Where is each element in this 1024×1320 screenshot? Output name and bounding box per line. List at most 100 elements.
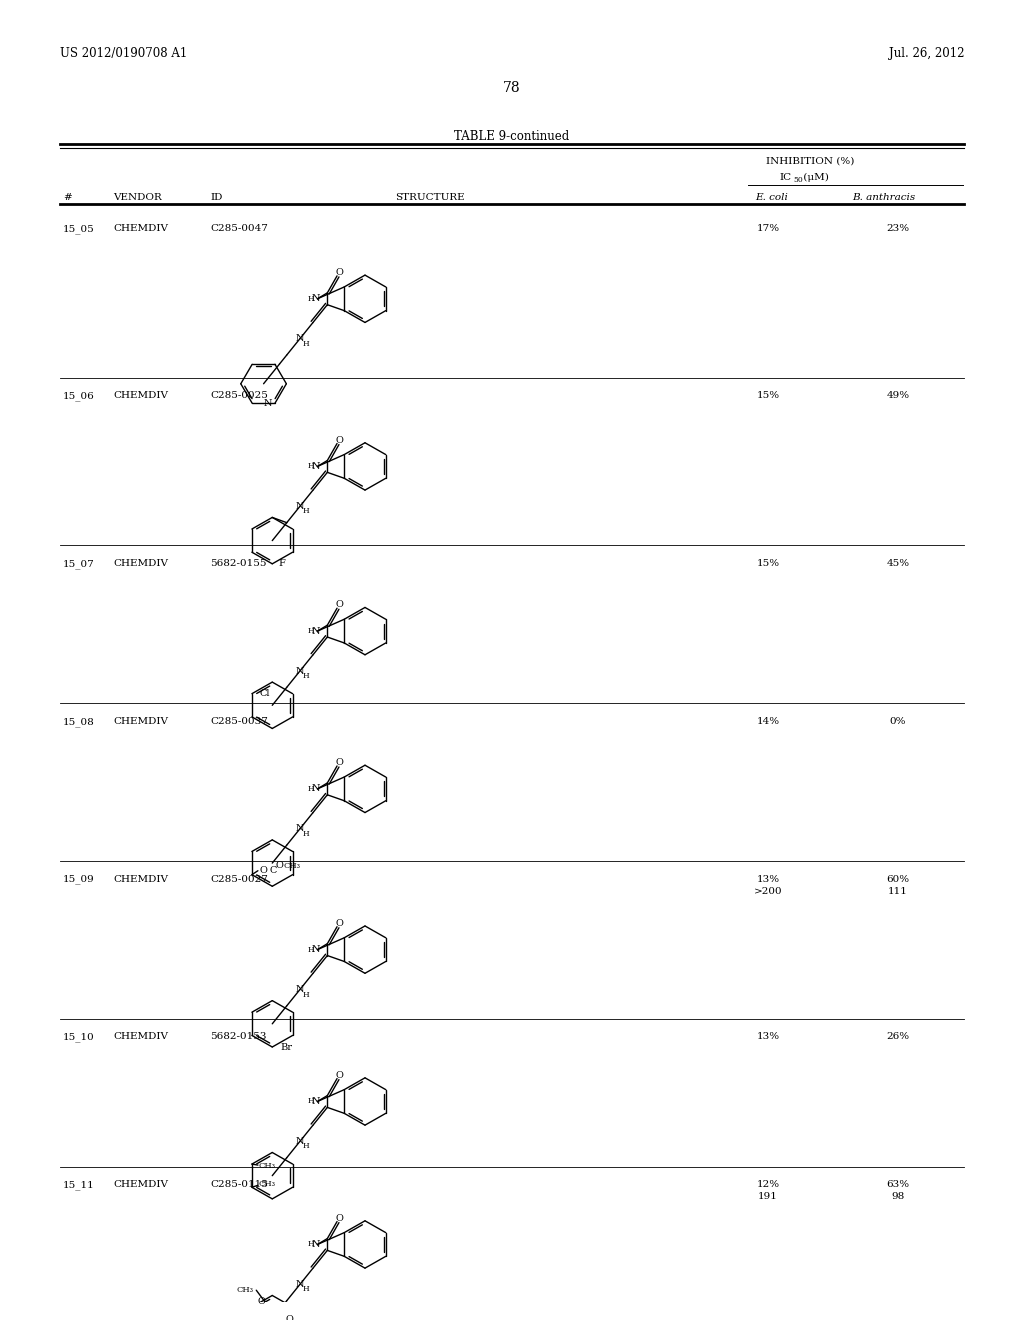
Text: 60%: 60% — [887, 875, 909, 883]
Text: CHEMDIV: CHEMDIV — [113, 224, 168, 232]
Text: Jul. 26, 2012: Jul. 26, 2012 — [889, 48, 964, 61]
Text: 63%: 63% — [887, 1180, 909, 1189]
Text: H: H — [307, 627, 313, 635]
Text: H: H — [303, 1286, 309, 1294]
Text: O: O — [257, 1296, 265, 1305]
Text: O: O — [335, 758, 343, 767]
Text: N: N — [296, 667, 304, 676]
Text: 15_07: 15_07 — [63, 560, 95, 569]
Text: CHEMDIV: CHEMDIV — [113, 560, 168, 568]
Text: TABLE 9-continued: TABLE 9-continued — [455, 131, 569, 143]
Text: CHEMDIV: CHEMDIV — [113, 1032, 168, 1041]
Text: 5682-0155: 5682-0155 — [210, 560, 266, 568]
Text: Br: Br — [281, 1043, 292, 1052]
Text: 15_09: 15_09 — [63, 875, 95, 884]
Text: N: N — [311, 294, 319, 304]
Text: C: C — [270, 866, 278, 875]
Text: 15_08: 15_08 — [63, 717, 95, 726]
Text: 14%: 14% — [757, 717, 779, 726]
Text: C285-0047: C285-0047 — [210, 224, 268, 232]
Text: US 2012/0190708 A1: US 2012/0190708 A1 — [60, 48, 187, 61]
Text: O: O — [335, 436, 343, 445]
Text: CH₃: CH₃ — [284, 862, 301, 870]
Text: O: O — [335, 268, 343, 277]
Text: 15%: 15% — [757, 560, 779, 568]
Text: 23%: 23% — [887, 224, 909, 232]
Text: CHEMDIV: CHEMDIV — [113, 1180, 168, 1189]
Text: N: N — [296, 985, 304, 994]
Text: 45%: 45% — [887, 560, 909, 568]
Text: 78: 78 — [503, 81, 521, 95]
Text: N: N — [263, 399, 272, 408]
Text: 15_05: 15_05 — [63, 224, 95, 234]
Text: Cl: Cl — [260, 689, 270, 698]
Text: O: O — [335, 1071, 343, 1080]
Text: 5682-0153: 5682-0153 — [210, 1032, 266, 1041]
Text: O: O — [260, 866, 267, 875]
Text: 15_06: 15_06 — [63, 392, 95, 401]
Text: O: O — [335, 601, 343, 610]
Text: 12%: 12% — [757, 1180, 779, 1189]
Text: H: H — [307, 1097, 313, 1105]
Text: N: N — [311, 784, 319, 793]
Text: E. coli: E. coli — [755, 193, 787, 202]
Text: 13%: 13% — [757, 875, 779, 883]
Text: H: H — [303, 990, 309, 999]
Text: C285-0027: C285-0027 — [210, 875, 268, 883]
Text: N: N — [311, 945, 319, 954]
Text: CHEMDIV: CHEMDIV — [113, 875, 168, 883]
Text: 98: 98 — [891, 1192, 904, 1201]
Text: 17%: 17% — [757, 224, 779, 232]
Text: STRUCTURE: STRUCTURE — [395, 193, 465, 202]
Text: H: H — [303, 1142, 309, 1151]
Text: O: O — [286, 1315, 293, 1320]
Text: ID: ID — [210, 193, 222, 202]
Text: H: H — [307, 294, 313, 302]
Text: C285-0037: C285-0037 — [210, 717, 268, 726]
Text: N: N — [296, 825, 304, 833]
Text: 15_11: 15_11 — [63, 1180, 95, 1191]
Text: H: H — [303, 339, 309, 347]
Text: H: H — [307, 462, 313, 470]
Text: 26%: 26% — [887, 1032, 909, 1041]
Text: 191: 191 — [758, 1192, 778, 1201]
Text: 0%: 0% — [890, 717, 906, 726]
Text: CH₃: CH₃ — [237, 1286, 253, 1294]
Text: N: N — [296, 1280, 304, 1290]
Text: B. anthracis: B. anthracis — [852, 193, 915, 202]
Text: H: H — [303, 672, 309, 680]
Text: O: O — [335, 919, 343, 928]
Text: 15%: 15% — [757, 392, 779, 400]
Text: CH₃: CH₃ — [259, 1162, 275, 1170]
Text: C285-0025: C285-0025 — [210, 392, 268, 400]
Text: VENDOR: VENDOR — [113, 193, 162, 202]
Text: 13%: 13% — [757, 1032, 779, 1041]
Text: N: N — [311, 627, 319, 636]
Text: H: H — [303, 507, 309, 515]
Text: N: N — [296, 502, 304, 511]
Text: 50: 50 — [793, 176, 803, 183]
Text: >200: >200 — [754, 887, 782, 895]
Text: H: H — [307, 785, 313, 793]
Text: #: # — [63, 193, 72, 202]
Text: N: N — [311, 462, 319, 471]
Text: H: H — [307, 945, 313, 953]
Text: N: N — [311, 1239, 319, 1249]
Text: F: F — [279, 560, 285, 569]
Text: H: H — [307, 1241, 313, 1249]
Text: O: O — [275, 861, 284, 870]
Text: H: H — [303, 830, 309, 838]
Text: 111: 111 — [888, 887, 908, 895]
Text: (μM): (μM) — [800, 173, 828, 182]
Text: C285-0115: C285-0115 — [210, 1180, 268, 1189]
Text: CHEMDIV: CHEMDIV — [113, 392, 168, 400]
Text: N: N — [311, 1097, 319, 1106]
Text: N: N — [296, 334, 304, 343]
Text: 15_10: 15_10 — [63, 1032, 95, 1043]
Text: N: N — [296, 1137, 304, 1146]
Text: O: O — [335, 1213, 343, 1222]
Text: IC: IC — [779, 173, 792, 182]
Text: CH₃: CH₃ — [259, 1180, 275, 1188]
Text: 49%: 49% — [887, 392, 909, 400]
Text: CHEMDIV: CHEMDIV — [113, 717, 168, 726]
